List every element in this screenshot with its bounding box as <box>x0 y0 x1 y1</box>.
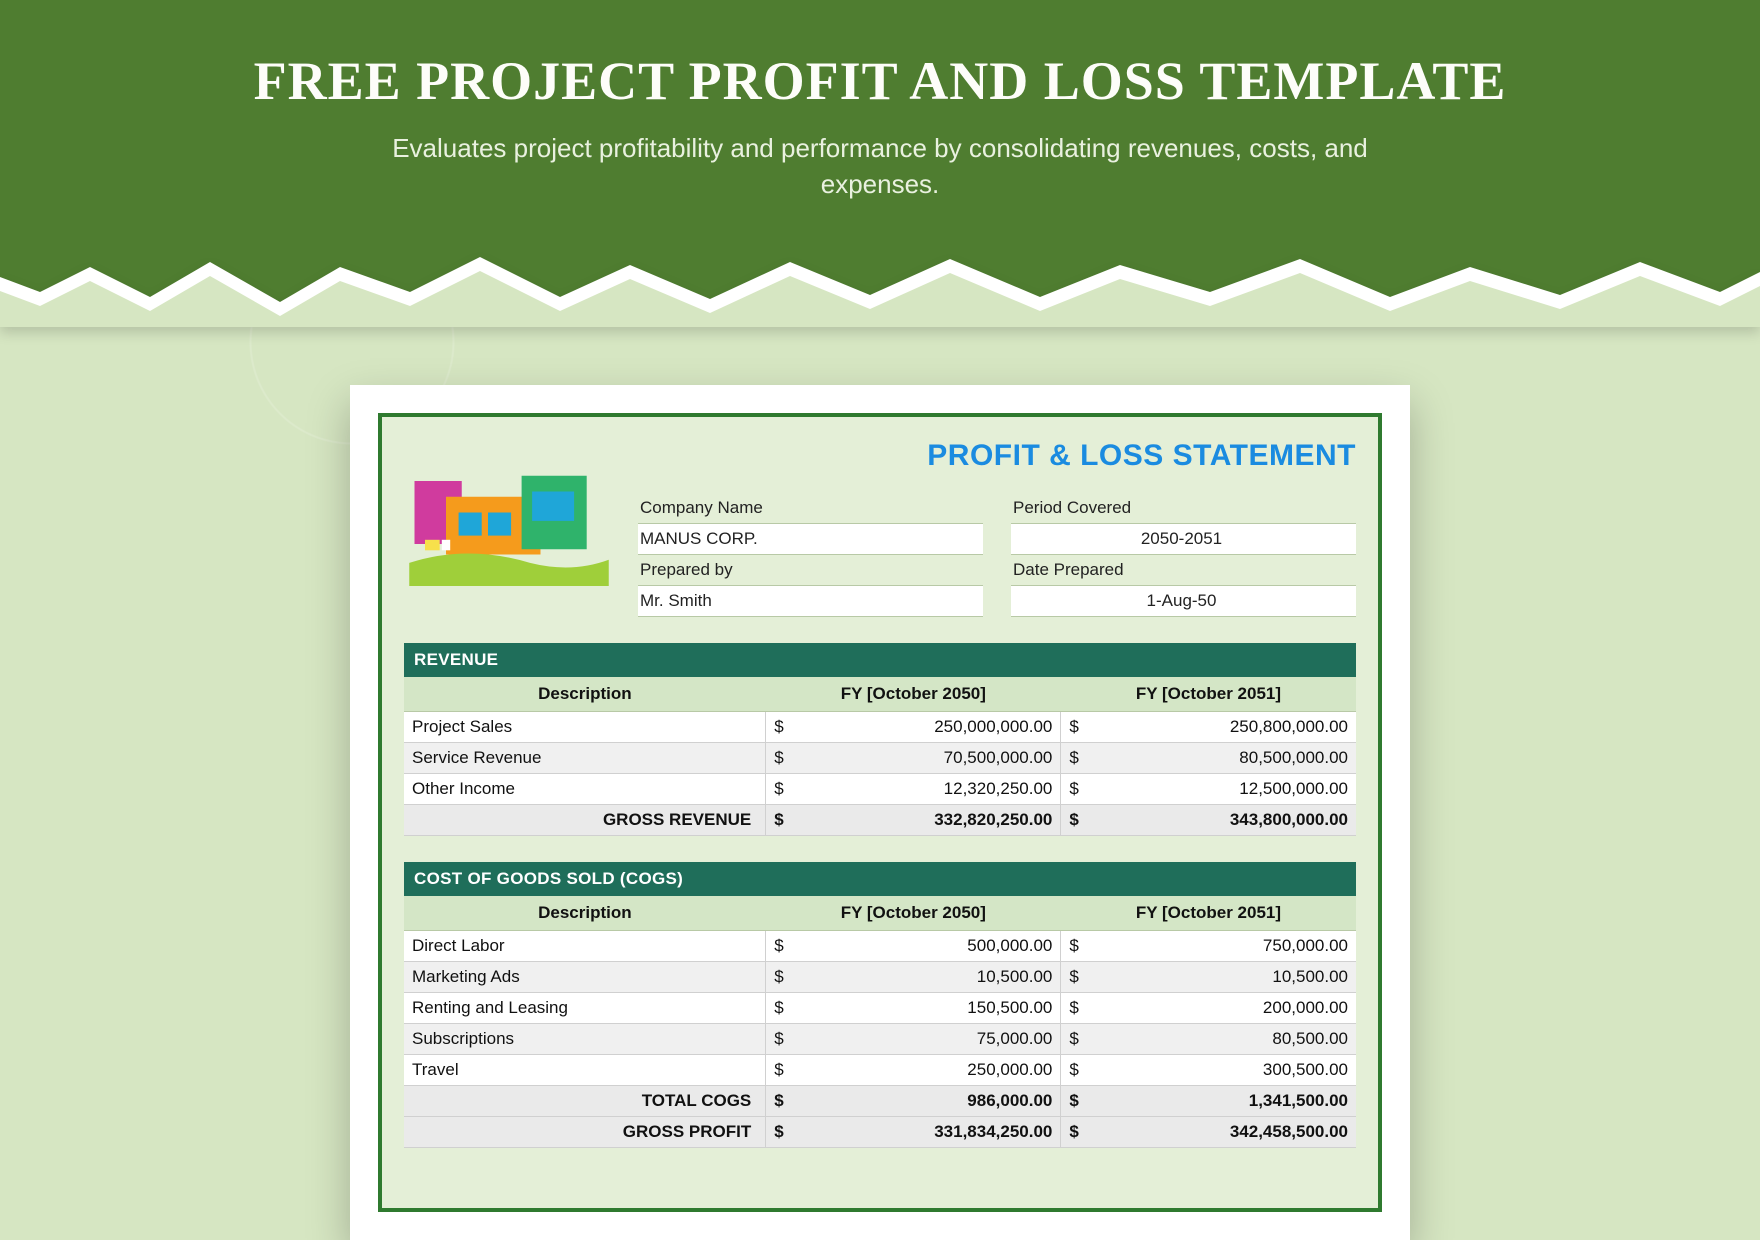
row-amount: 250,000,000.00 <box>792 712 1061 743</box>
company-name-label: Company Name <box>638 493 983 524</box>
row-amount: 70,500,000.00 <box>792 743 1061 774</box>
prepared-by-label: Prepared by <box>638 555 983 586</box>
currency-symbol: $ <box>766 993 792 1024</box>
company-logo <box>404 439 614 586</box>
currency-symbol: $ <box>766 1024 792 1055</box>
currency-symbol: $ <box>766 931 792 962</box>
currency-symbol: $ <box>766 1117 792 1148</box>
table-row: Travel $ 250,000.00 $ 300,500.00 <box>404 1055 1356 1086</box>
row-amount: 12,320,250.00 <box>792 774 1061 805</box>
sheet-header: PROFIT & LOSS STATEMENT Company Name Per… <box>404 439 1356 617</box>
currency-symbol: $ <box>1061 962 1087 993</box>
row-amount: 10,500.00 <box>792 962 1061 993</box>
row-amount: 300,500.00 <box>1087 1055 1356 1086</box>
currency-symbol: $ <box>1061 931 1087 962</box>
currency-symbol: $ <box>1061 774 1087 805</box>
row-amount: 750,000.00 <box>1087 931 1356 962</box>
hero-title: FREE PROJECT PROFIT AND LOSS TEMPLATE <box>40 50 1720 112</box>
currency-symbol: $ <box>766 743 792 774</box>
currency-symbol: $ <box>766 1086 792 1117</box>
torn-paper-edge <box>0 237 1760 327</box>
table-row: Renting and Leasing $ 150,500.00 $ 200,0… <box>404 993 1356 1024</box>
row-amount: 80,500,000.00 <box>1087 743 1356 774</box>
table-row: Other Income $ 12,320,250.00 $ 12,500,00… <box>404 774 1356 805</box>
col-fy2: FY [October 2051] <box>1061 677 1356 712</box>
row-desc: Other Income <box>404 774 766 805</box>
date-prepared-value: 1-Aug-50 <box>1011 586 1356 617</box>
revenue-section-bar: REVENUE <box>404 643 1356 677</box>
document-card: PROFIT & LOSS STATEMENT Company Name Per… <box>350 385 1410 1240</box>
row-desc: Service Revenue <box>404 743 766 774</box>
company-name-value: MANUS CORP. <box>638 524 983 555</box>
currency-symbol: $ <box>766 774 792 805</box>
statement-title: PROFIT & LOSS STATEMENT <box>638 439 1356 473</box>
table-row: Marketing Ads $ 10,500.00 $ 10,500.00 <box>404 962 1356 993</box>
total-amount: 331,834,250.00 <box>792 1117 1061 1148</box>
row-amount: 500,000.00 <box>792 931 1061 962</box>
row-desc: Subscriptions <box>404 1024 766 1055</box>
table-row: Subscriptions $ 75,000.00 $ 80,500.00 <box>404 1024 1356 1055</box>
revenue-table: Description FY [October 2050] FY [Octobe… <box>404 677 1356 836</box>
currency-symbol: $ <box>1061 1024 1087 1055</box>
row-amount: 12,500,000.00 <box>1087 774 1356 805</box>
hero-band: FREE PROJECT PROFIT AND LOSS TEMPLATE Ev… <box>0 0 1760 323</box>
table-row: Service Revenue $ 70,500,000.00 $ 80,500… <box>404 743 1356 774</box>
row-amount: 75,000.00 <box>792 1024 1061 1055</box>
total-label: GROSS REVENUE <box>404 805 766 836</box>
gross-profit-row: GROSS PROFIT $ 331,834,250.00 $ 342,458,… <box>404 1117 1356 1148</box>
row-desc: Travel <box>404 1055 766 1086</box>
total-label: TOTAL COGS <box>404 1086 766 1117</box>
currency-symbol: $ <box>1061 1086 1087 1117</box>
currency-symbol: $ <box>1061 712 1087 743</box>
row-desc: Marketing Ads <box>404 962 766 993</box>
row-amount: 80,500.00 <box>1087 1024 1356 1055</box>
col-fy1: FY [October 2050] <box>766 896 1061 931</box>
currency-symbol: $ <box>1061 743 1087 774</box>
currency-symbol: $ <box>766 712 792 743</box>
cogs-section-bar: COST OF GOODS SOLD (COGS) <box>404 862 1356 896</box>
date-prepared-label: Date Prepared <box>1011 555 1356 586</box>
prepared-by-value: Mr. Smith <box>638 586 983 617</box>
row-desc: Renting and Leasing <box>404 993 766 1024</box>
row-amount: 10,500.00 <box>1087 962 1356 993</box>
total-amount: 342,458,500.00 <box>1087 1117 1356 1148</box>
total-amount: 1,341,500.00 <box>1087 1086 1356 1117</box>
currency-symbol: $ <box>766 962 792 993</box>
cogs-section: COST OF GOODS SOLD (COGS) Description FY… <box>404 862 1356 1148</box>
row-amount: 150,500.00 <box>792 993 1061 1024</box>
total-amount: 332,820,250.00 <box>792 805 1061 836</box>
col-fy1: FY [October 2050] <box>766 677 1061 712</box>
row-desc: Direct Labor <box>404 931 766 962</box>
row-amount: 250,800,000.00 <box>1087 712 1356 743</box>
row-amount: 200,000.00 <box>1087 993 1356 1024</box>
cogs-table: Description FY [October 2050] FY [Octobe… <box>404 896 1356 1148</box>
meta-grid: Company Name Period Covered MANUS CORP. … <box>638 493 1356 617</box>
row-desc: Project Sales <box>404 712 766 743</box>
currency-symbol: $ <box>1061 805 1087 836</box>
row-amount: 250,000.00 <box>792 1055 1061 1086</box>
spreadsheet: PROFIT & LOSS STATEMENT Company Name Per… <box>378 413 1382 1212</box>
col-fy2: FY [October 2051] <box>1061 896 1356 931</box>
table-row: Direct Labor $ 500,000.00 $ 750,000.00 <box>404 931 1356 962</box>
period-covered-label: Period Covered <box>1011 493 1356 524</box>
table-row: Project Sales $ 250,000,000.00 $ 250,800… <box>404 712 1356 743</box>
currency-symbol: $ <box>766 1055 792 1086</box>
currency-symbol: $ <box>1061 1055 1087 1086</box>
total-amount: 343,800,000.00 <box>1087 805 1356 836</box>
currency-symbol: $ <box>766 805 792 836</box>
total-label: GROSS PROFIT <box>404 1117 766 1148</box>
currency-symbol: $ <box>1061 993 1087 1024</box>
hero-subtitle: Evaluates project profitability and perf… <box>330 130 1430 203</box>
currency-symbol: $ <box>1061 1117 1087 1148</box>
total-amount: 986,000.00 <box>792 1086 1061 1117</box>
col-description: Description <box>404 677 766 712</box>
period-covered-value: 2050-2051 <box>1011 524 1356 555</box>
gross-revenue-row: GROSS REVENUE $ 332,820,250.00 $ 343,800… <box>404 805 1356 836</box>
col-description: Description <box>404 896 766 931</box>
total-cogs-row: TOTAL COGS $ 986,000.00 $ 1,341,500.00 <box>404 1086 1356 1117</box>
revenue-section: REVENUE Description FY [October 2050] FY… <box>404 643 1356 836</box>
